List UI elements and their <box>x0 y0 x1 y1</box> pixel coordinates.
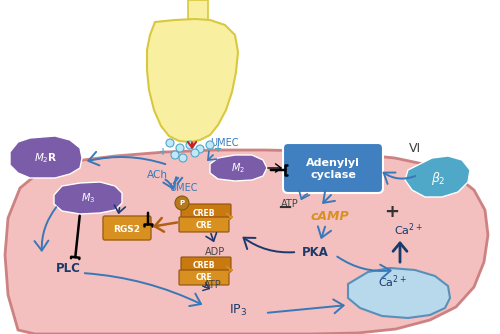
Text: Adenylyl: Adenylyl <box>306 158 360 168</box>
Circle shape <box>191 149 199 157</box>
Text: P: P <box>180 200 184 206</box>
FancyBboxPatch shape <box>181 204 231 219</box>
Polygon shape <box>5 150 488 334</box>
Text: CRE: CRE <box>196 220 212 229</box>
Polygon shape <box>10 136 82 178</box>
Polygon shape <box>147 19 238 142</box>
Text: $M_2$R: $M_2$R <box>34 151 58 165</box>
Circle shape <box>179 154 187 162</box>
Text: ACh: ACh <box>146 170 168 180</box>
Text: IP$_3$: IP$_3$ <box>229 303 247 318</box>
Text: $\beta_2$: $\beta_2$ <box>430 169 446 186</box>
Text: +: + <box>159 147 167 157</box>
Circle shape <box>166 139 174 147</box>
Polygon shape <box>54 182 122 214</box>
Text: +: + <box>214 144 222 154</box>
FancyBboxPatch shape <box>103 216 151 240</box>
Text: PKA: PKA <box>302 245 328 259</box>
Circle shape <box>176 144 184 152</box>
Circle shape <box>186 141 194 149</box>
Text: ATP: ATP <box>281 199 299 209</box>
Text: PLC: PLC <box>56 262 80 275</box>
Text: UMEC: UMEC <box>210 138 238 148</box>
Text: Ca$^{2+}$: Ca$^{2+}$ <box>394 222 422 238</box>
Text: CREB: CREB <box>193 208 216 217</box>
Text: CRE: CRE <box>196 274 212 283</box>
Circle shape <box>171 151 179 159</box>
Circle shape <box>206 141 214 149</box>
FancyBboxPatch shape <box>181 257 231 272</box>
Text: cAMP: cAMP <box>310 209 350 222</box>
Text: Ca$^{2+}$: Ca$^{2+}$ <box>378 274 406 290</box>
Text: ATP: ATP <box>204 280 222 290</box>
Polygon shape <box>210 155 267 181</box>
Polygon shape <box>188 0 208 22</box>
Text: VI: VI <box>409 142 421 155</box>
FancyBboxPatch shape <box>283 143 383 193</box>
Polygon shape <box>348 268 450 318</box>
Text: +: + <box>384 203 400 221</box>
Text: $M_3$: $M_3$ <box>81 191 95 205</box>
Circle shape <box>196 145 204 153</box>
Text: RGS2: RGS2 <box>114 224 140 233</box>
Text: cyclase: cyclase <box>310 170 356 180</box>
Circle shape <box>175 196 189 210</box>
Text: $M_2$: $M_2$ <box>231 161 245 175</box>
Text: UMEC: UMEC <box>169 183 198 193</box>
FancyBboxPatch shape <box>179 270 229 285</box>
FancyBboxPatch shape <box>179 217 229 232</box>
Polygon shape <box>405 156 470 197</box>
Text: −: − <box>278 199 292 217</box>
Text: CREB: CREB <box>193 262 216 271</box>
Text: ADP: ADP <box>205 247 225 257</box>
